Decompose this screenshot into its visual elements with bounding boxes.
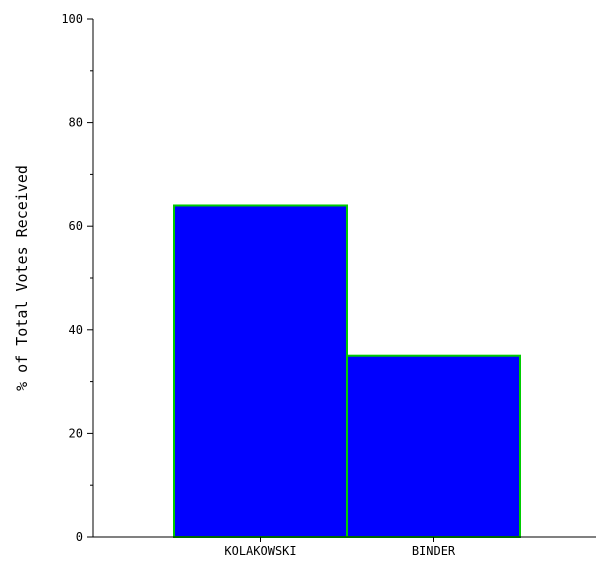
y-tick-label: 60	[69, 219, 83, 233]
y-tick-label: 0	[76, 530, 83, 544]
labels-layer: 0 20 40 60 80 100 KOLAKOWSKI BINDER	[61, 12, 456, 558]
y-tick-label: 80	[69, 116, 83, 130]
y-axis-title: % of Total Votes Received	[13, 165, 31, 391]
bar-binder	[346, 354, 521, 539]
ticks-layer	[87, 18, 434, 542]
y-tick-label: 20	[69, 426, 83, 440]
x-tick-label: BINDER	[412, 544, 456, 558]
x-tick-label: KOLAKOWSKI	[224, 544, 296, 558]
y-tick-label: 40	[69, 323, 83, 337]
bar-kolakowski	[173, 204, 348, 538]
y-tick-label: 100	[61, 12, 83, 26]
bars-layer	[173, 204, 521, 539]
